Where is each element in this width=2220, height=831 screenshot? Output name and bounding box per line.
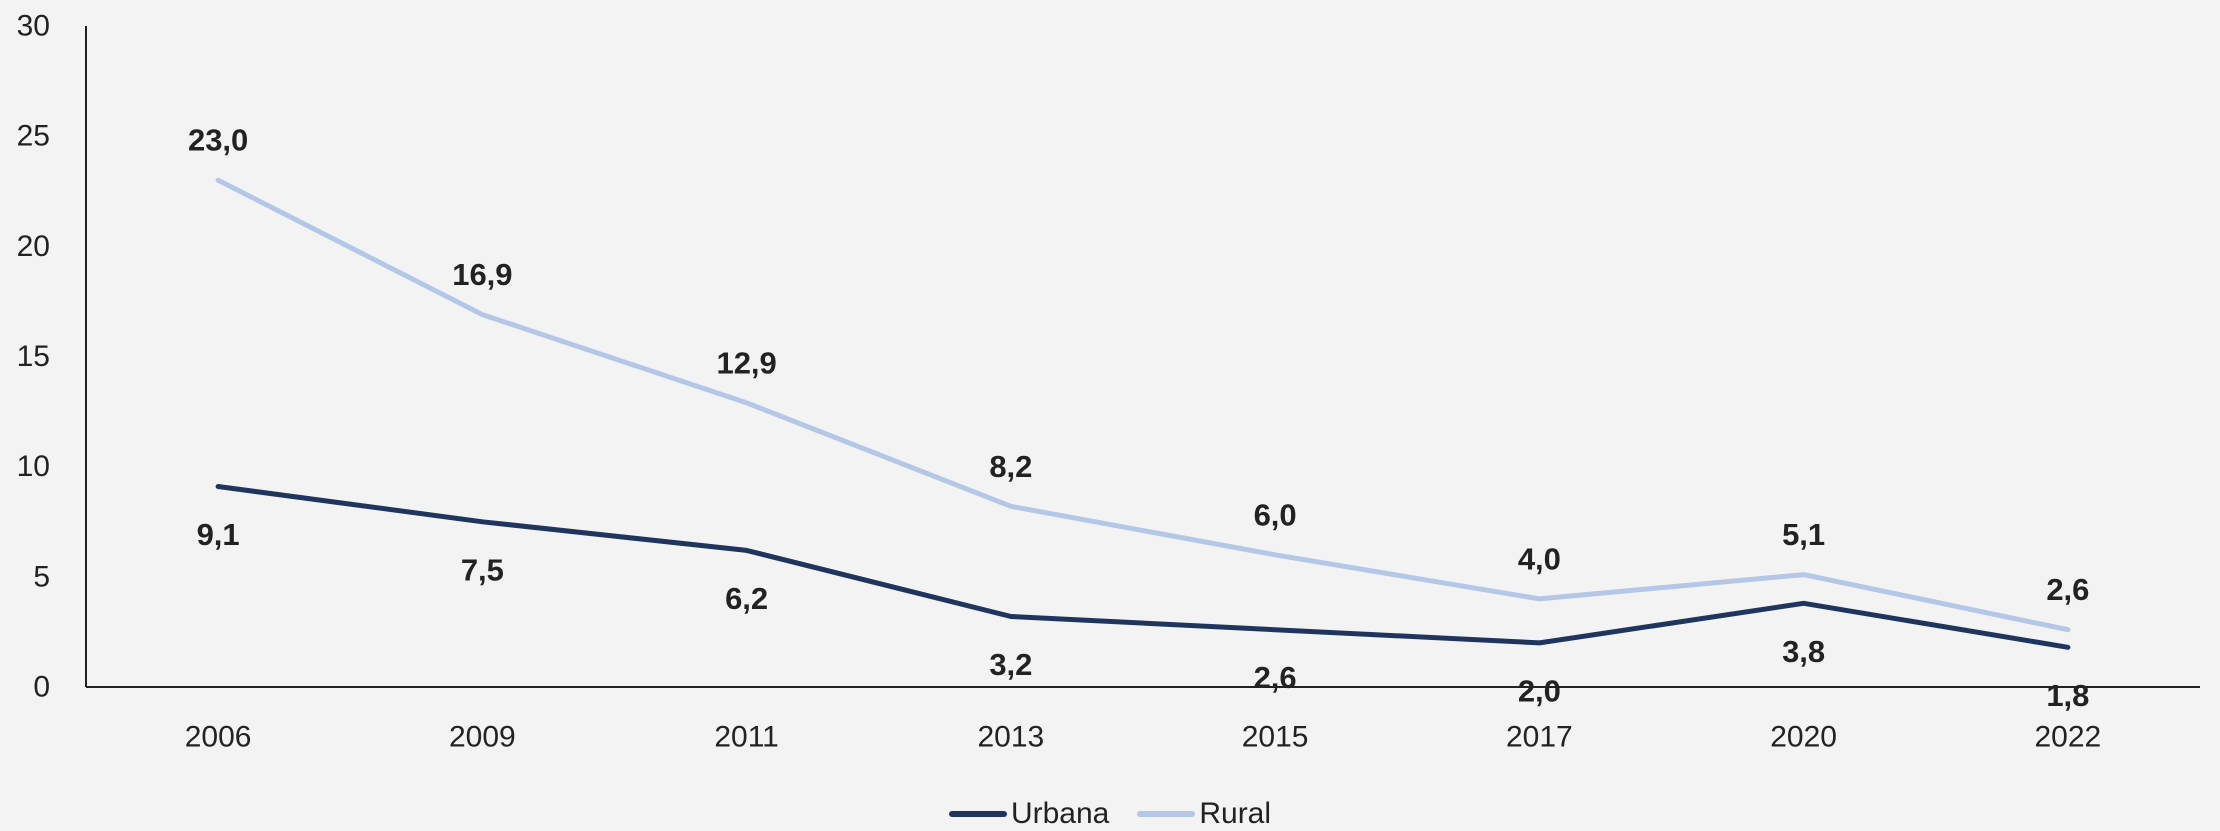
y-tick-label: 25	[17, 120, 50, 153]
x-tick-label: 2020	[1770, 721, 1837, 754]
data-label-rural: 23,0	[188, 123, 248, 158]
line-chart: 0 5 10 15 20 25 30 2006 2009 2011 2013 2015 2017 202…	[17, 10, 2200, 754]
data-labels: 9,1 7,5 6,2 3,2 2,6 2,0 3,8 1,8 23,0 16,9 12,9 8,2 6…	[188, 123, 2089, 713]
x-tick-label: 2013	[978, 721, 1045, 754]
series-line-urbana	[215, 484, 2071, 650]
y-tick-label: 0	[33, 671, 50, 704]
data-label-rural: 6,0	[1254, 497, 1297, 532]
data-label-rural: 12,9	[716, 345, 776, 380]
y-axis: 0 5 10 15 20 25 30	[17, 10, 87, 704]
data-label-rural: 8,2	[989, 449, 1032, 484]
data-label-rural: 16,9	[452, 257, 512, 292]
legend-item-rural: Rural	[1137, 796, 1272, 830]
legend-label-urbana: Urbana	[1010, 796, 1110, 830]
x-tick-label: 2015	[1242, 721, 1309, 754]
legend-item-urbana: Urbana	[948, 796, 1110, 830]
x-tick-label: 2006	[185, 721, 252, 754]
data-label-rural: 5,1	[1782, 517, 1825, 552]
data-label-urbana: 3,2	[989, 647, 1032, 682]
x-tick-label: 2022	[2035, 721, 2102, 754]
y-tick-label: 5	[33, 560, 50, 593]
legend-swatch-urbana	[948, 810, 1007, 817]
data-label-urbana: 3,8	[1782, 634, 1825, 669]
x-tick-label: 2011	[714, 721, 779, 754]
data-label-rural: 4,0	[1518, 541, 1561, 576]
data-label-urbana: 2,6	[1254, 660, 1297, 695]
series-line-rural	[215, 177, 2071, 633]
data-label-urbana: 7,5	[461, 552, 504, 587]
y-tick-label: 20	[17, 230, 50, 263]
legend: Urbana Rural	[0, 796, 2220, 831]
y-tick-label: 30	[17, 10, 50, 43]
legend-label-rural: Rural	[1199, 796, 1272, 830]
series-lines	[215, 177, 2071, 650]
y-tick-label: 15	[17, 340, 50, 373]
y-tick-label: 10	[17, 450, 50, 483]
data-label-rural: 2,6	[2046, 572, 2089, 607]
x-tick-label: 2009	[449, 721, 516, 754]
x-axis: 2006 2009 2011 2013 2015 2017 2020 2022	[86, 686, 2200, 754]
data-label-urbana: 1,8	[2046, 678, 2089, 713]
legend-swatch-rural	[1137, 810, 1196, 817]
data-label-urbana: 9,1	[197, 517, 240, 552]
data-label-urbana: 6,2	[725, 581, 768, 616]
x-tick-label: 2017	[1506, 721, 1573, 754]
data-label-urbana: 2,0	[1518, 673, 1561, 708]
